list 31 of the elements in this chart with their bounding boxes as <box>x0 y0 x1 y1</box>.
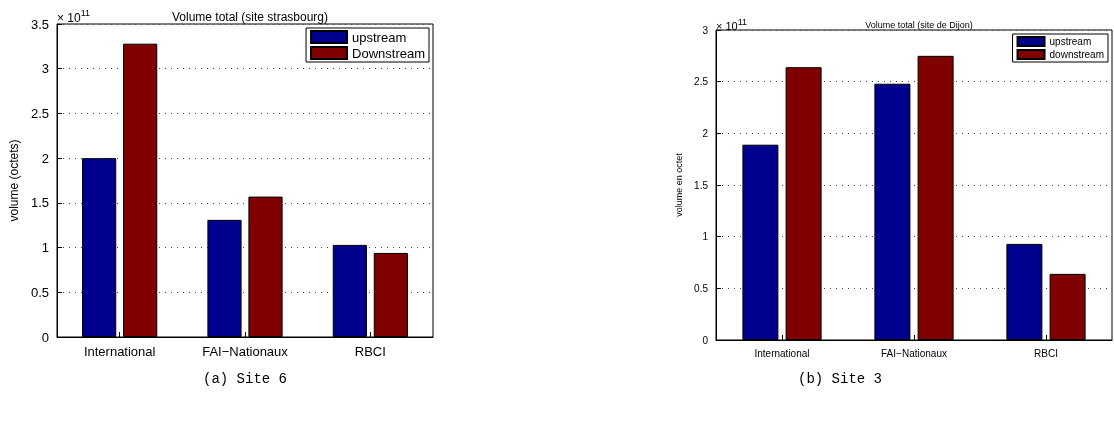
text: (b) Site 3 <box>797 371 883 387</box>
y-tick-label: 0.5 <box>30 284 49 300</box>
text: (a) Site 6 <box>202 371 288 387</box>
y-tick-label: 1 <box>702 231 709 243</box>
y-tick-label: 2 <box>41 150 49 166</box>
y-tick-label: 2.5 <box>694 76 709 88</box>
y-tick-label: 1 <box>41 240 49 256</box>
x-tick-label: International <box>754 347 810 359</box>
x-tick-label: RBCI <box>1034 347 1058 359</box>
y-axis-title: volume en octet <box>673 152 684 217</box>
y-tick-label: 3.5 <box>30 16 49 32</box>
y-tick-label: 3 <box>702 24 709 36</box>
y-tick-label: 1.5 <box>694 179 709 191</box>
x-tick-label: RBCI <box>354 344 386 359</box>
y-tick-label: 2.5 <box>30 105 49 121</box>
y-tick-label: 1.5 <box>30 195 49 211</box>
legend-label: Downstream <box>352 45 425 61</box>
x-tick-label: FAI−Nationaux <box>881 347 947 359</box>
y-tick-label: 2 <box>702 127 709 139</box>
chart-title: Volume total (site strasbourg) <box>171 10 329 24</box>
legend-label: upstream <box>1049 36 1092 47</box>
legend-label: upstream <box>352 29 407 45</box>
y-axis-title: volume (octets) <box>7 139 22 222</box>
y-tick-label: 3 <box>41 61 49 77</box>
legend-label: downstream <box>1049 49 1104 60</box>
y-tick-label: 0.5 <box>694 282 709 294</box>
y-tick-label: 0 <box>41 329 49 345</box>
x-tick-label: International <box>83 344 156 359</box>
chart-title: Volume total (site de Dijon) <box>865 19 973 30</box>
y-tick-label: 0 <box>702 334 709 346</box>
x-tick-label: FAI−Nationaux <box>202 344 289 359</box>
